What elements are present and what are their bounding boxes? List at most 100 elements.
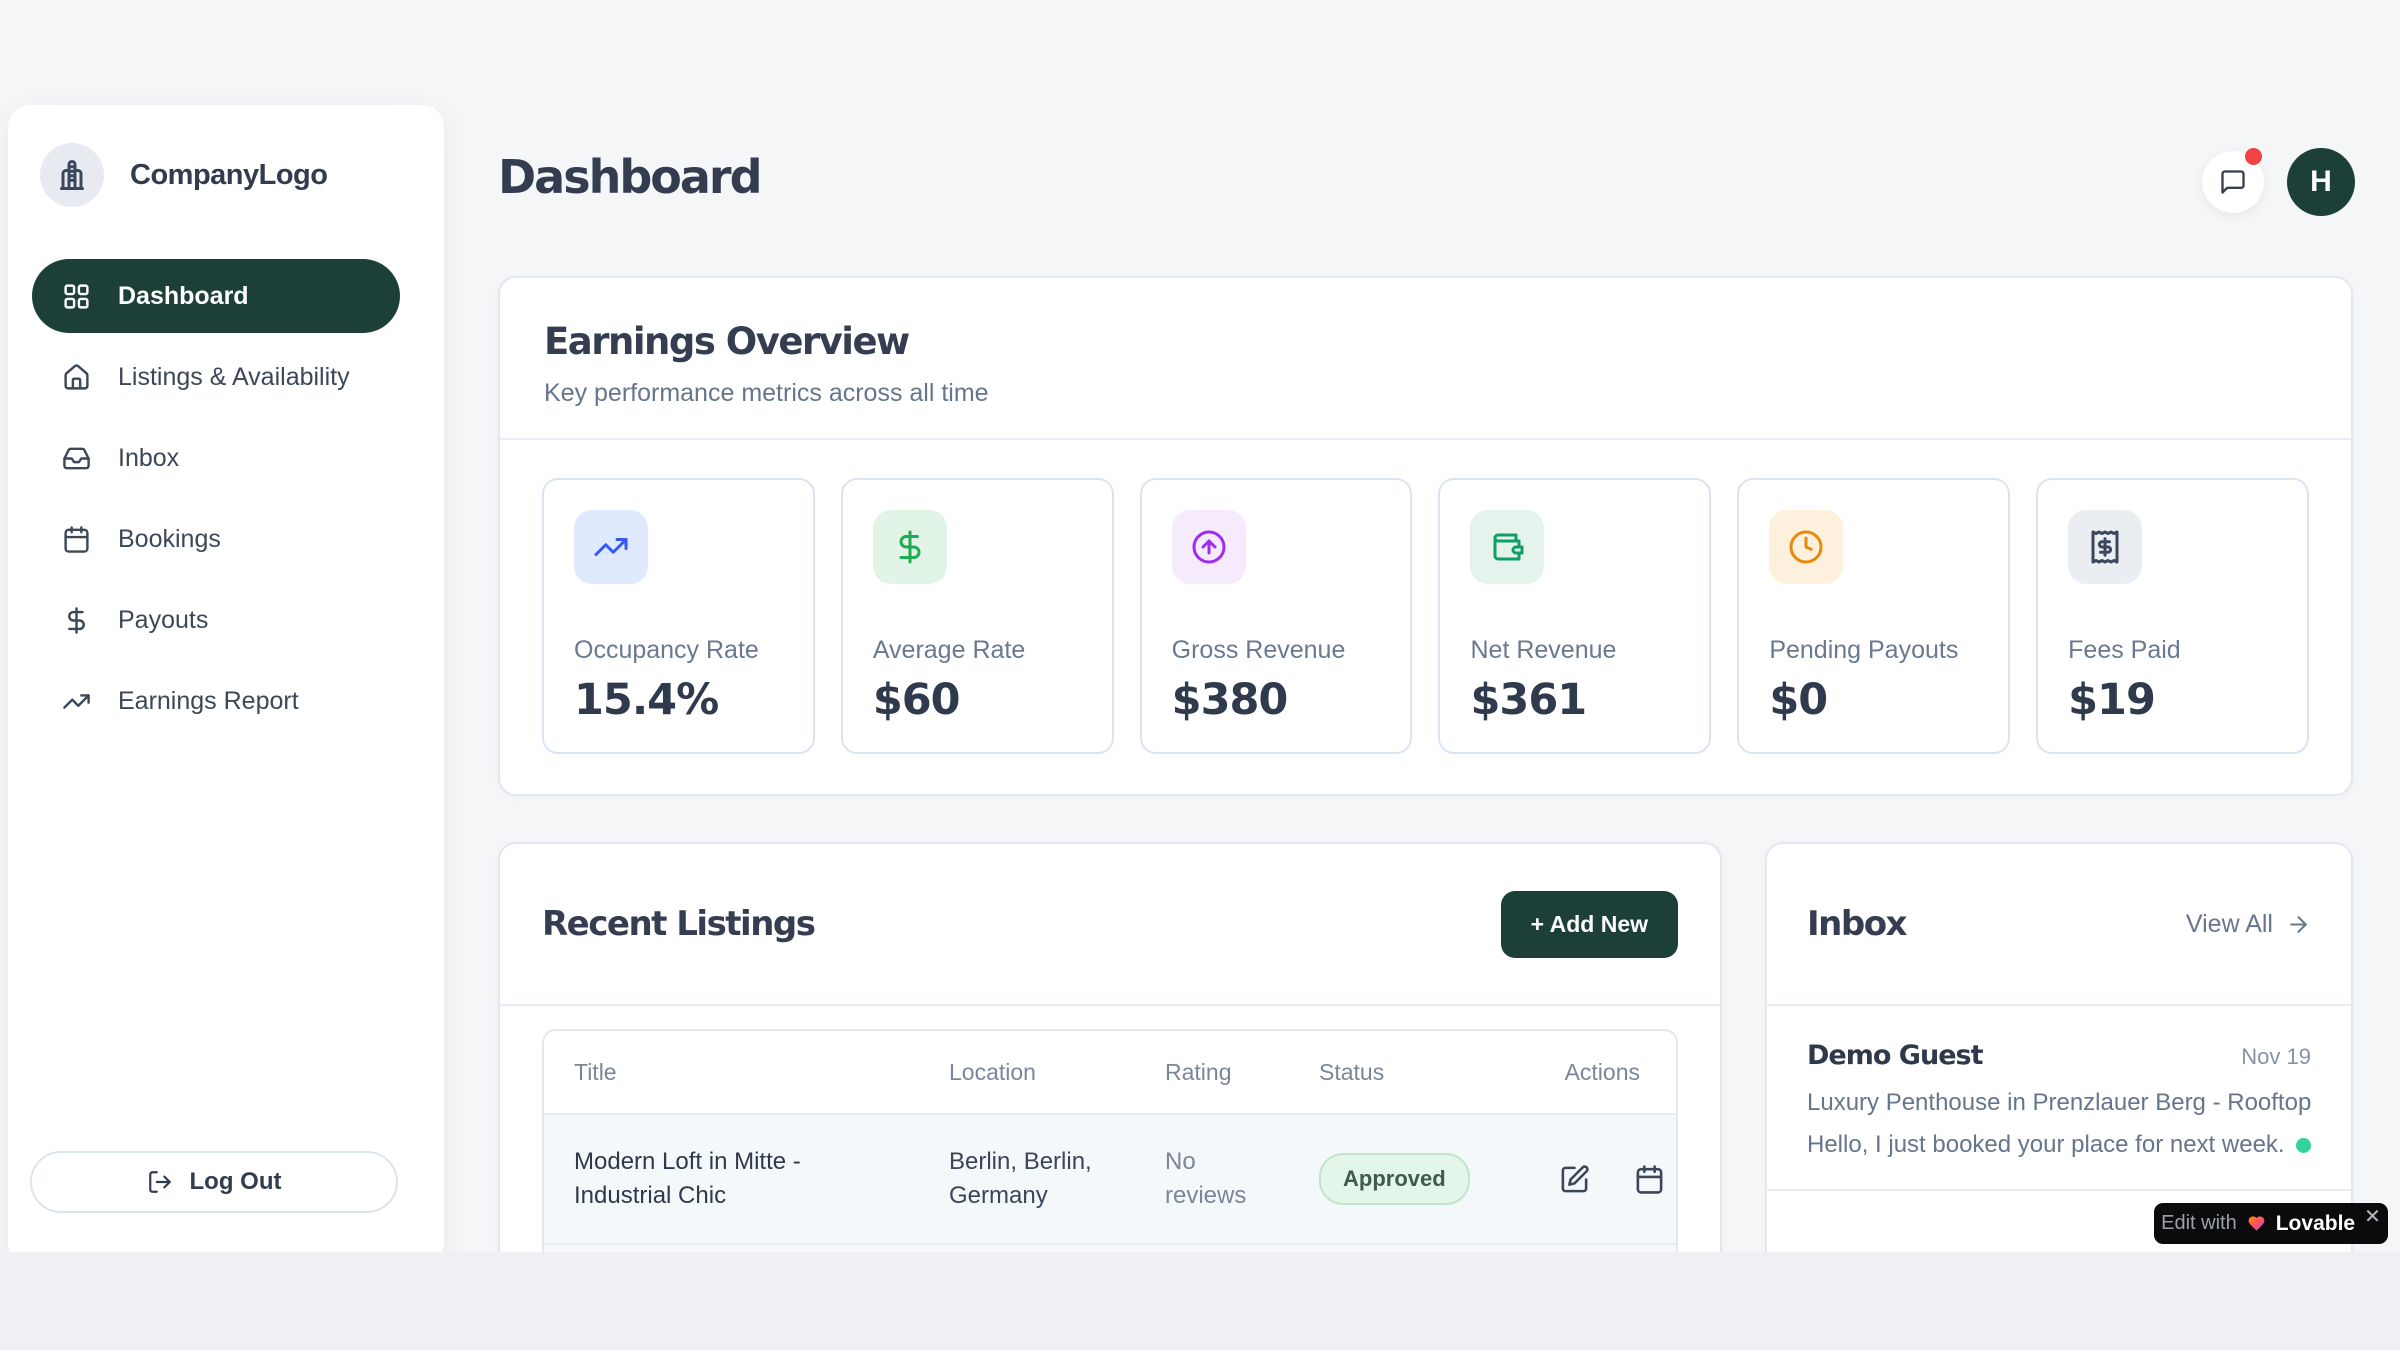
listing-location: Berlin, Berlin, Germany [949, 1148, 1092, 1210]
metric-gross-revenue: Gross Revenue $380 [1139, 478, 1413, 754]
metric-pending-payouts: Pending Payouts $0 [1737, 478, 2011, 754]
inbox-header: Inbox View All [1767, 844, 2351, 1006]
listing-rating: No reviews [1165, 1148, 1247, 1210]
sidebar-item-label: Listings & Availability [118, 362, 350, 391]
page-title: Dashboard [498, 150, 763, 204]
sidebar-item-label: Bookings [118, 524, 221, 553]
message-sender: Demo Guest [1807, 1040, 1983, 1071]
table-header-row: Title Location Rating Status Actions [544, 1031, 1676, 1113]
view-all-label: View All [2185, 909, 2273, 938]
calendar-icon [62, 525, 91, 554]
sidebar-item-label: Earnings Report [118, 686, 299, 715]
metric-label: Gross Revenue [1171, 636, 1346, 664]
metric-average-rate: Average Rate $60 [840, 478, 1114, 754]
earnings-overview-card: Earnings Overview Key performance metric… [498, 276, 2353, 796]
dollar-sign-icon [872, 510, 947, 584]
sidebar-item-label: Dashboard [118, 281, 249, 310]
calendar-icon[interactable] [1634, 1164, 1665, 1195]
earnings-title: Earnings Overview [544, 320, 910, 363]
dollar-sign-icon [62, 606, 91, 635]
recent-listings-title: Recent Listings [542, 904, 816, 944]
logout-button[interactable]: Log Out [30, 1151, 398, 1213]
notification-dot [2245, 148, 2262, 165]
sidebar-item-dashboard[interactable]: Dashboard [32, 259, 400, 333]
inbox-message-item[interactable]: Demo Guest Nov 19 Luxury Penthouse in Pr… [1767, 1006, 2351, 1191]
column-header-actions: Actions [1564, 1058, 1640, 1085]
sidebar-item-bookings[interactable]: Bookings [32, 502, 400, 576]
table-row[interactable] [544, 1243, 1676, 1252]
window-bottom-band [0, 1252, 2400, 1350]
sidebar-item-listings[interactable]: Listings & Availability [32, 340, 400, 414]
trending-up-icon [62, 687, 91, 716]
sidebar-item-label: Payouts [118, 605, 209, 634]
earnings-subtitle: Key performance metrics across all time [544, 379, 989, 407]
receipt-icon [2068, 510, 2143, 584]
metric-value: $380 [1171, 675, 1289, 725]
grid-icon [62, 282, 91, 311]
metric-label: Average Rate [872, 636, 1026, 664]
metric-value: $0 [1769, 675, 1828, 725]
metric-label: Pending Payouts [1769, 636, 1959, 664]
sidebar-item-label: Inbox [118, 443, 180, 472]
chat-bubble-icon [2219, 168, 2247, 196]
listing-title: Modern Loft in Mitte - Industrial Chic [574, 1148, 801, 1210]
browser-viewport: CompanyLogo Dashboard Listings & Availab… [8, 105, 2388, 1252]
metric-value: $361 [1470, 675, 1587, 725]
logout-label: Log Out [189, 1168, 282, 1195]
status-badge: Approved [1319, 1153, 1470, 1205]
inbox-tray-icon [62, 444, 91, 473]
message-date: Nov 19 [2241, 1044, 2311, 1069]
listing-status-cell: Approved [1289, 1153, 1529, 1205]
metric-value: $19 [2068, 675, 2156, 725]
unread-dot [2296, 1137, 2311, 1153]
badge-brand: Lovable [2275, 1211, 2356, 1235]
metric-label: Fees Paid [2068, 636, 2181, 664]
lovable-heart-icon [2248, 1216, 2265, 1231]
column-header-title: Title [574, 1058, 617, 1085]
listing-actions [1529, 1164, 1676, 1195]
badge-prefix: Edit with [2161, 1212, 2237, 1234]
column-header-status: Status [1319, 1058, 1385, 1085]
sidebar-item-inbox[interactable]: Inbox [32, 421, 400, 495]
column-header-rating: Rating [1165, 1058, 1232, 1085]
add-new-button[interactable]: + Add New [1500, 890, 1678, 958]
table-row[interactable]: Modern Loft in Mitte - Industrial Chic B… [544, 1113, 1676, 1244]
listings-table: Title Location Rating Status Actions Mod… [542, 1029, 1678, 1252]
clock-icon [1769, 510, 1844, 584]
metric-value: 15.4% [574, 675, 719, 725]
metrics-row: Occupancy Rate 15.4% Average Rate $60 Gr… [500, 440, 2351, 792]
edit-with-lovable-badge[interactable]: Edit with Lovable ✕ [2154, 1203, 2388, 1244]
message-top-row: Demo Guest Nov 19 [1807, 1040, 2311, 1071]
inbox-title: Inbox [1807, 904, 1907, 944]
metric-label: Occupancy Rate [574, 636, 759, 664]
sidebar: CompanyLogo Dashboard Listings & Availab… [8, 105, 444, 1252]
logo-row: CompanyLogo [40, 143, 400, 207]
column-header-location: Location [949, 1058, 1036, 1085]
metric-net-revenue: Net Revenue $361 [1438, 478, 1712, 754]
message-preview-row: Hello, I just booked your place for next… [1807, 1131, 2311, 1159]
metric-label: Net Revenue [1470, 636, 1617, 664]
recent-listings-card: Recent Listings + Add New Title Location… [498, 842, 1722, 1252]
metric-fees-paid: Fees Paid $19 [2036, 478, 2309, 754]
wallet-icon [1470, 510, 1545, 584]
company-logo-icon [40, 143, 104, 207]
arrow-up-circle-icon [1171, 510, 1246, 584]
chat-button[interactable] [2202, 148, 2264, 213]
inbox-card: Inbox View All Demo Guest Nov 19 Luxury … [1765, 842, 2353, 1252]
sidebar-item-earnings-report[interactable]: Earnings Report [32, 664, 400, 738]
message-subject: Luxury Penthouse in Prenzlauer Berg - Ro… [1807, 1089, 2311, 1116]
house-icon [62, 363, 91, 392]
recent-listings-header: Recent Listings + Add New [500, 844, 1720, 1006]
close-icon[interactable]: ✕ [2364, 1206, 2381, 1228]
sidebar-nav: Dashboard Listings & Availability Inbox [32, 259, 400, 738]
metric-occupancy-rate: Occupancy Rate 15.4% [542, 478, 815, 754]
view-all-link[interactable]: View All [2186, 910, 2311, 939]
message-preview: Hello, I just booked your place for next… [1807, 1131, 2284, 1158]
company-logo-text: CompanyLogo [130, 158, 328, 191]
metric-value: $60 [872, 675, 961, 725]
sidebar-item-payouts[interactable]: Payouts [32, 583, 400, 657]
earnings-header: Earnings Overview Key performance metric… [500, 278, 2351, 440]
edit-icon[interactable] [1559, 1164, 1590, 1195]
user-avatar[interactable]: H [2287, 148, 2355, 216]
